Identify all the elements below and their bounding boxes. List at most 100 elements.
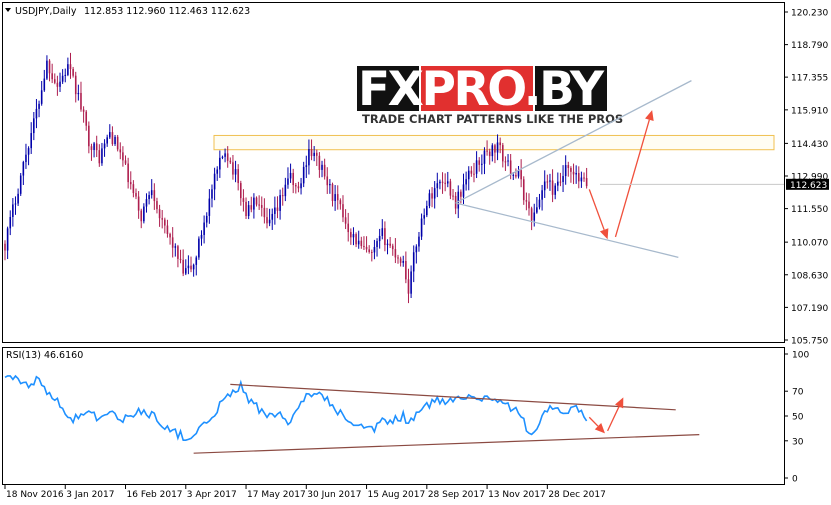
price-tick-label: 112.990: [791, 173, 828, 183]
rsi-upper-trendline: [230, 383, 676, 411]
candle: [85, 110, 88, 131]
candle-body: [219, 157, 221, 170]
time-tick-label: 30 Jun 2017: [307, 490, 361, 500]
candle: [211, 184, 213, 208]
candle: [195, 255, 198, 276]
rsi-axis: 100 70 50 30 0: [784, 351, 809, 485]
candle-body: [541, 190, 543, 200]
candle: [426, 200, 428, 218]
candle: [30, 122, 32, 154]
price-tick-label: 110.070: [791, 239, 828, 249]
candle: [169, 232, 171, 245]
candle-body: [323, 164, 326, 177]
candle-body: [169, 233, 171, 238]
candle: [253, 193, 255, 219]
candle-body: [580, 177, 583, 182]
candle-body: [415, 246, 418, 253]
candle-body: [397, 257, 399, 259]
candle: [433, 181, 436, 209]
candle: [122, 146, 124, 167]
candle-body: [502, 145, 504, 162]
candle-body: [407, 279, 410, 294]
candle-body: [124, 160, 127, 164]
candle: [452, 188, 454, 201]
candle: [557, 172, 559, 192]
candle-body: [72, 69, 74, 76]
candle: [530, 206, 533, 231]
candle: [481, 154, 483, 175]
price-tick-label: 105.750: [791, 337, 828, 347]
candle: [208, 189, 211, 224]
candle-body: [184, 268, 187, 274]
candle-body: [310, 149, 313, 157]
candle-body: [460, 191, 462, 197]
candle: [402, 255, 405, 267]
candle-body: [281, 195, 284, 197]
candle-body: [441, 181, 444, 183]
candle: [111, 126, 114, 146]
candle: [109, 124, 111, 140]
candle: [4, 240, 6, 261]
candle: [247, 200, 250, 220]
candle-body: [439, 181, 441, 184]
candle-body: [389, 243, 391, 246]
candle-body: [95, 143, 98, 151]
candle-body: [198, 238, 200, 258]
candle: [127, 157, 129, 189]
candle: [470, 166, 473, 177]
candle: [329, 179, 331, 194]
candle: [106, 134, 108, 147]
candle-body: [559, 181, 562, 183]
candle: [263, 198, 266, 224]
candle-body: [446, 181, 449, 184]
candle: [158, 204, 161, 227]
time-tick-label: 3 Jan 2017: [66, 490, 114, 500]
current-price-label: 112.623: [790, 181, 827, 191]
candle-body: [143, 206, 145, 222]
candle-body: [386, 243, 389, 246]
candle: [268, 208, 271, 227]
candle-body: [109, 132, 111, 138]
candle-body: [564, 165, 567, 177]
candle-body: [543, 181, 546, 191]
candle-body: [9, 217, 12, 229]
logo-tagline: TRADE CHART PATTERNS LIKE THE PROS: [362, 112, 623, 126]
candle: [350, 228, 352, 245]
candle: [61, 69, 64, 84]
candle: [467, 166, 470, 191]
candle: [51, 63, 53, 84]
candle-body: [496, 142, 499, 153]
candle-body: [530, 208, 533, 221]
price-tick-label: 120.230: [791, 9, 828, 19]
candle-body: [363, 246, 365, 248]
candle-body: [61, 75, 64, 82]
candle: [9, 210, 12, 236]
logo-bar-by: [535, 66, 607, 111]
candle-body: [365, 246, 368, 250]
candle: [546, 174, 549, 189]
candle-body: [53, 79, 56, 83]
candle: [187, 255, 190, 275]
candle: [536, 197, 538, 214]
candle: [266, 207, 268, 229]
candle-body: [339, 200, 342, 205]
current-price-box: [786, 178, 829, 190]
candle-body: [271, 213, 274, 220]
price-tick-label: 118.790: [791, 41, 828, 51]
candle: [297, 181, 300, 193]
candle-body: [318, 155, 321, 170]
dropdown-triangle-icon[interactable]: [5, 8, 11, 12]
candle-body: [51, 73, 53, 80]
candle: [583, 172, 585, 182]
candle-body: [6, 228, 9, 251]
candle-body: [211, 189, 213, 199]
candle-body: [352, 234, 355, 238]
candle-body: [486, 150, 488, 152]
candle-body: [452, 195, 454, 197]
candle-body: [268, 219, 271, 224]
candle-body: [114, 136, 116, 145]
candle-body: [347, 223, 350, 233]
candle: [585, 167, 588, 189]
candle: [326, 167, 329, 194]
